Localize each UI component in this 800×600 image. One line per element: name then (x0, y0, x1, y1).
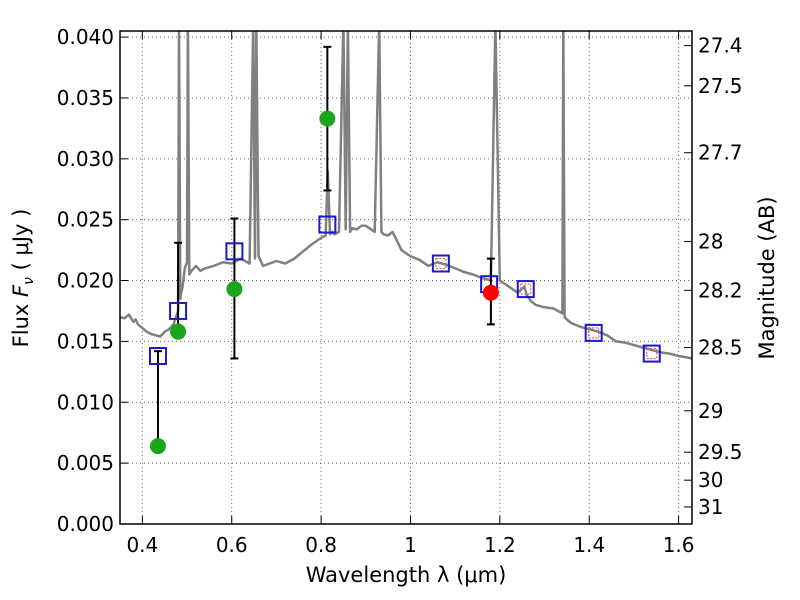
model-photometry-square (642, 344, 661, 363)
model-photometry-square (148, 347, 167, 366)
model-photometry-square (169, 301, 188, 320)
y-tick-label: 0.040 (57, 25, 114, 49)
y-tick-label: 0.020 (57, 269, 114, 293)
x-tick-label: 1 (404, 533, 417, 557)
y-tick-label: 0.010 (57, 390, 114, 414)
x-tick-label: 1.2 (484, 533, 516, 557)
model-photometry-inner-square (520, 283, 532, 295)
x-axis-label: Wavelength λ (μm) (306, 563, 507, 587)
y-axis-label-subscript: ν (21, 277, 37, 285)
observed-point (170, 323, 187, 340)
right-tick-label: 27.4 (698, 34, 743, 58)
model-photometry-inner-square (646, 347, 658, 360)
y-tick-label: 0.030 (57, 147, 114, 171)
model-photometry-inner-square (588, 327, 600, 339)
right-tick-label: 28.2 (698, 278, 743, 302)
y-tick-label: 0.000 (57, 512, 114, 536)
y-axis-label-symbol: F (9, 284, 33, 297)
grid (120, 31, 692, 525)
y-tick-label: 0.005 (57, 451, 114, 475)
y-axis-label-unit: ( μJy ) (9, 209, 33, 277)
right-tick-label: 31 (698, 495, 723, 519)
spectrum-line (120, 31, 692, 360)
y-axis-label-part: Flux (9, 297, 33, 347)
axes: 0.4 0.6 0.8 1 1.2 1.4 1.6 0.000 0.005 0.010 0.015 0… (57, 25, 743, 557)
right-tick-label: 28.5 (698, 335, 743, 359)
model-photometry-square (431, 254, 450, 273)
points-layer (148, 45, 661, 455)
y-tick-label: 0.035 (57, 86, 114, 110)
right-tick-label: 27.7 (698, 141, 743, 165)
model-photometry-square (516, 280, 535, 299)
spectrum-layer (120, 31, 692, 360)
model-photometry-square (225, 242, 244, 261)
model-photometry-square (318, 215, 337, 234)
y-tick-label: 0.015 (57, 329, 114, 353)
model-photometry-square (584, 323, 603, 342)
observed-point-jband (482, 284, 499, 301)
y-axis-label: Flux Fν ( μJy ) (9, 209, 37, 348)
right-axis-label: Magnitude (AB) (755, 196, 779, 359)
right-tick-label: 30 (698, 468, 723, 492)
x-tick-label: 0.6 (216, 533, 248, 557)
x-tick-label: 1.6 (663, 533, 695, 557)
model-photometry-inner-square (435, 257, 447, 270)
y-tick-label: 0.025 (57, 208, 114, 232)
x-tick-label: 1.4 (573, 533, 605, 557)
right-tick-label: 28 (698, 230, 723, 254)
right-tick-label: 29 (698, 399, 723, 423)
observed-point (319, 110, 336, 127)
observed-point (226, 281, 243, 298)
right-tick-label: 27.5 (698, 74, 743, 98)
observed-point (149, 438, 166, 455)
plot-frame (119, 30, 693, 525)
x-tick-label: 0.4 (126, 533, 158, 557)
right-tick-label: 29.5 (698, 440, 743, 464)
x-tick-label: 0.8 (305, 533, 337, 557)
